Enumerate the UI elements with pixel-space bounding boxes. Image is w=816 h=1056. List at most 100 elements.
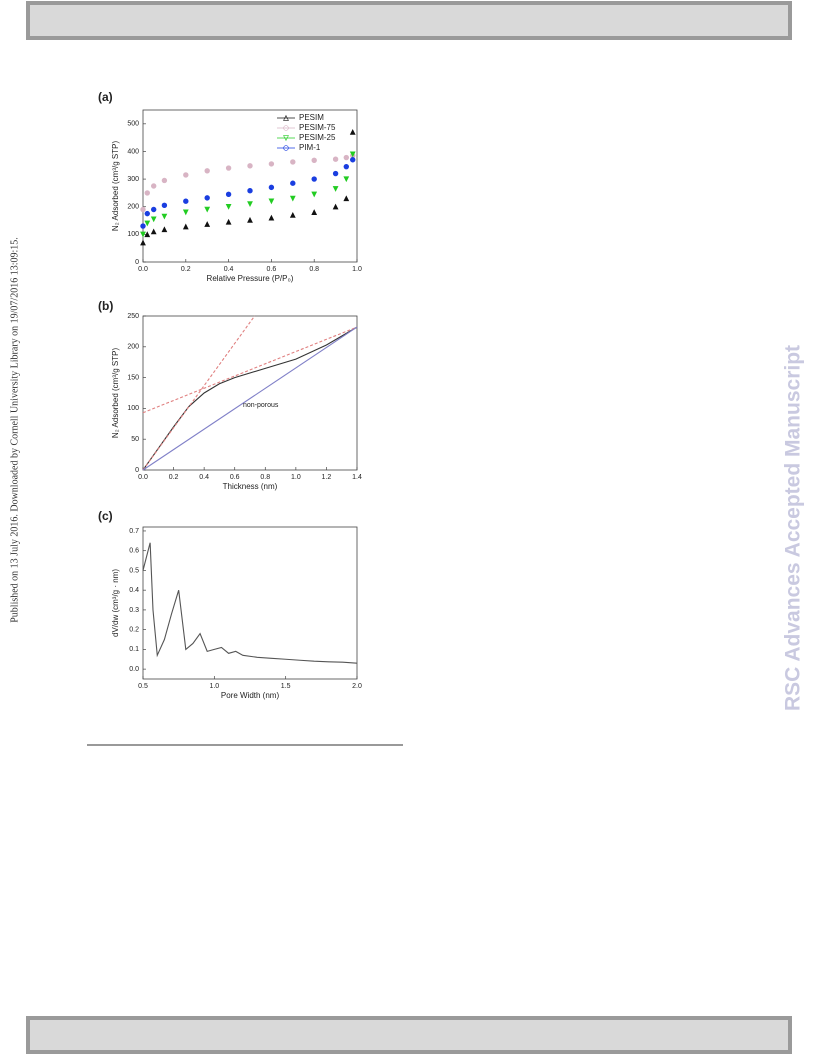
data-point xyxy=(290,180,296,186)
data-line xyxy=(142,326,358,414)
data-point xyxy=(161,226,168,233)
data-point xyxy=(332,170,339,177)
x-axis-label: Pore Width (nm) xyxy=(221,691,280,700)
plot-frame xyxy=(142,315,358,471)
x-tick-label: 1.4 xyxy=(352,474,362,481)
y-tick-label: 0 xyxy=(135,259,139,266)
data-point xyxy=(151,183,157,189)
chart: (b) 0 50 100 150 200 250 0.0 0.2 0.4 0.6 0.8 1.0 1.2 1… xyxy=(98,299,362,491)
y-tick-label: 0.4 xyxy=(129,587,139,594)
data-point xyxy=(332,203,339,210)
header-bar xyxy=(26,1,792,40)
data-point xyxy=(343,176,350,183)
data-point xyxy=(290,159,296,165)
panel-label: (c) xyxy=(98,509,113,523)
data-line xyxy=(142,542,358,664)
data-line xyxy=(142,326,358,471)
data-point xyxy=(182,223,189,230)
x-axis-label: Relative Pressure (P/P₀) xyxy=(207,274,294,283)
data-point xyxy=(247,163,253,169)
y-tick-label: 0.6 xyxy=(129,548,139,555)
y-tick-label: 300 xyxy=(127,176,139,183)
y-tick-label: 0.5 xyxy=(129,567,139,574)
data-point xyxy=(268,161,275,167)
data-point xyxy=(140,206,146,213)
x-tick-label: 0.4 xyxy=(224,266,234,273)
data-point xyxy=(225,191,232,197)
x-tick-label: 0.5 xyxy=(138,683,148,690)
x-tick-label: 0.4 xyxy=(199,474,209,481)
y-tick-label: 250 xyxy=(127,313,139,320)
data-point xyxy=(225,218,232,225)
data-point xyxy=(311,209,318,215)
data-point xyxy=(247,216,253,223)
data-point xyxy=(183,172,189,178)
x-tick-label: 1.0 xyxy=(209,683,219,690)
data-point xyxy=(247,187,253,194)
data-point xyxy=(268,198,275,205)
data-point xyxy=(268,214,275,221)
watermark: RSC Advances Accepted Manuscript xyxy=(782,345,805,711)
data-point xyxy=(289,211,296,218)
x-tick-label: 0.2 xyxy=(181,266,191,273)
x-tick-label: 1.0 xyxy=(352,266,362,273)
side-note: Published on 13 July 2016. Downloaded by… xyxy=(9,237,20,623)
y-tick-label: 50 xyxy=(131,436,139,443)
data-point xyxy=(311,176,317,182)
y-tick-label: 200 xyxy=(127,344,139,351)
data-point xyxy=(150,216,157,223)
footer-bar xyxy=(26,1016,792,1054)
x-tick-label: 0.0 xyxy=(138,266,148,273)
y-axis-label: N₂ Adsorbed (cm³/g STP) xyxy=(111,141,120,232)
x-tick-label: 0.8 xyxy=(260,474,270,481)
data-point xyxy=(311,191,318,198)
legend-label: PIM-1 xyxy=(299,143,321,152)
data-point xyxy=(140,223,146,229)
data-point xyxy=(144,231,151,238)
x-tick-label: 1.2 xyxy=(322,474,332,481)
data-point xyxy=(161,177,168,184)
data-point xyxy=(225,204,232,210)
data-point xyxy=(204,206,211,213)
data-point xyxy=(144,190,150,196)
data-point xyxy=(150,228,157,235)
chart: (a) 0 100 200 300 400 500 0.0 0.2 0.4 0.6 0.8 1.0 Rel… xyxy=(98,90,362,283)
data-point xyxy=(247,201,253,208)
data-point xyxy=(343,163,349,170)
data-point xyxy=(350,157,356,163)
data-point xyxy=(161,213,168,220)
data-line xyxy=(142,315,256,471)
x-tick-label: 2.0 xyxy=(352,683,362,690)
y-tick-label: 0.0 xyxy=(129,666,139,673)
data-point xyxy=(349,129,356,135)
x-tick-label: 0.0 xyxy=(138,474,148,481)
data-point xyxy=(140,231,146,238)
data-point xyxy=(289,195,296,202)
y-tick-label: 150 xyxy=(127,374,139,381)
panel-label: (b) xyxy=(98,299,113,313)
x-tick-label: 0.6 xyxy=(230,474,240,481)
panel-label: (a) xyxy=(98,90,113,104)
data-point xyxy=(332,186,339,192)
plot-frame xyxy=(142,526,358,680)
data-point xyxy=(144,220,151,227)
x-tick-label: 0.6 xyxy=(267,266,277,273)
y-tick-label: 200 xyxy=(127,204,139,211)
data-point xyxy=(349,151,356,158)
data-point xyxy=(161,202,168,209)
x-tick-label: 0.8 xyxy=(309,266,319,273)
y-tick-label: 500 xyxy=(127,121,139,128)
data-point xyxy=(140,239,146,246)
data-point xyxy=(204,168,210,174)
x-tick-label: 0.2 xyxy=(169,474,179,481)
data-point xyxy=(311,157,317,163)
x-tick-label: 1.5 xyxy=(281,683,291,690)
data-point xyxy=(144,210,150,217)
legend-label: PESIM-75 xyxy=(299,123,336,132)
y-tick-label: 0.2 xyxy=(129,626,139,633)
legend-label: PESIM-25 xyxy=(299,133,336,142)
y-tick-label: 0.3 xyxy=(129,607,139,614)
line-annotation: non-porous xyxy=(243,402,279,409)
data-point xyxy=(268,184,275,191)
